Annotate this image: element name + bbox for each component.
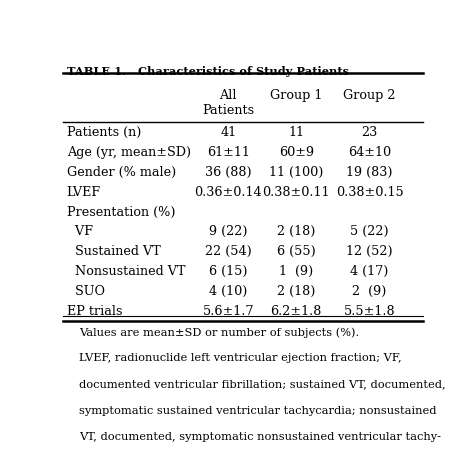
Text: 61±11: 61±11 [207,146,250,159]
Text: 19 (83): 19 (83) [346,166,393,178]
Text: 11 (100): 11 (100) [269,166,323,178]
Text: 36 (88): 36 (88) [205,166,252,178]
Text: 6.2±1.8: 6.2±1.8 [271,305,322,318]
Text: VT, documented, symptomatic nonsustained ventricular tachy-: VT, documented, symptomatic nonsustained… [80,432,441,442]
Text: 64±10: 64±10 [348,146,391,159]
Text: Group 2: Group 2 [343,89,396,103]
Text: EP trials: EP trials [66,305,122,318]
Text: 5 (22): 5 (22) [350,226,389,238]
Text: Sustained VT: Sustained VT [66,245,160,258]
Text: 1  (9): 1 (9) [279,265,313,278]
Text: 11: 11 [288,126,304,139]
Text: 22 (54): 22 (54) [205,245,252,258]
Text: All
Patients: All Patients [202,89,254,118]
Text: 4 (10): 4 (10) [209,285,247,298]
Text: 6 (15): 6 (15) [209,265,247,278]
Text: documented ventricular fibrillation; sustained VT, documented,: documented ventricular fibrillation; sus… [80,380,446,390]
Text: 5.5±1.8: 5.5±1.8 [344,305,395,318]
Text: 60±9: 60±9 [279,146,314,159]
Text: symptomatic sustained ventricular tachycardia; nonsustained: symptomatic sustained ventricular tachyc… [80,406,437,416]
Text: 2 (18): 2 (18) [277,285,315,298]
Text: 4 (17): 4 (17) [350,265,389,278]
Text: Nonsustained VT: Nonsustained VT [66,265,185,278]
Text: TABLE 1.   Characteristics of Study Patients: TABLE 1. Characteristics of Study Patien… [66,66,348,77]
Text: Group 1: Group 1 [270,89,322,103]
Text: 6 (55): 6 (55) [277,245,316,258]
Text: Age (yr, mean±SD): Age (yr, mean±SD) [66,146,191,159]
Text: Patients (n): Patients (n) [66,126,141,139]
Text: 41: 41 [220,126,237,139]
Text: Values are mean±SD or number of subjects (%).: Values are mean±SD or number of subjects… [80,327,360,338]
Text: LVEF: LVEF [66,186,100,198]
Text: 9 (22): 9 (22) [209,226,247,238]
Text: 5.6±1.7: 5.6±1.7 [202,305,254,318]
Text: 2  (9): 2 (9) [353,285,387,298]
Text: 0.38±0.15: 0.38±0.15 [336,186,403,198]
Text: VF: VF [66,226,92,238]
Text: 0.38±0.11: 0.38±0.11 [263,186,330,198]
Text: 0.36±0.14: 0.36±0.14 [194,186,262,198]
Text: 12 (52): 12 (52) [346,245,393,258]
Text: Gender (% male): Gender (% male) [66,166,176,178]
Text: LVEF, radionuclide left ventricular ejection fraction; VF,: LVEF, radionuclide left ventricular ejec… [80,353,402,363]
Text: SUO: SUO [66,285,105,298]
Text: 2 (18): 2 (18) [277,226,315,238]
Text: 23: 23 [362,126,378,139]
Text: Presentation (%): Presentation (%) [66,206,175,218]
